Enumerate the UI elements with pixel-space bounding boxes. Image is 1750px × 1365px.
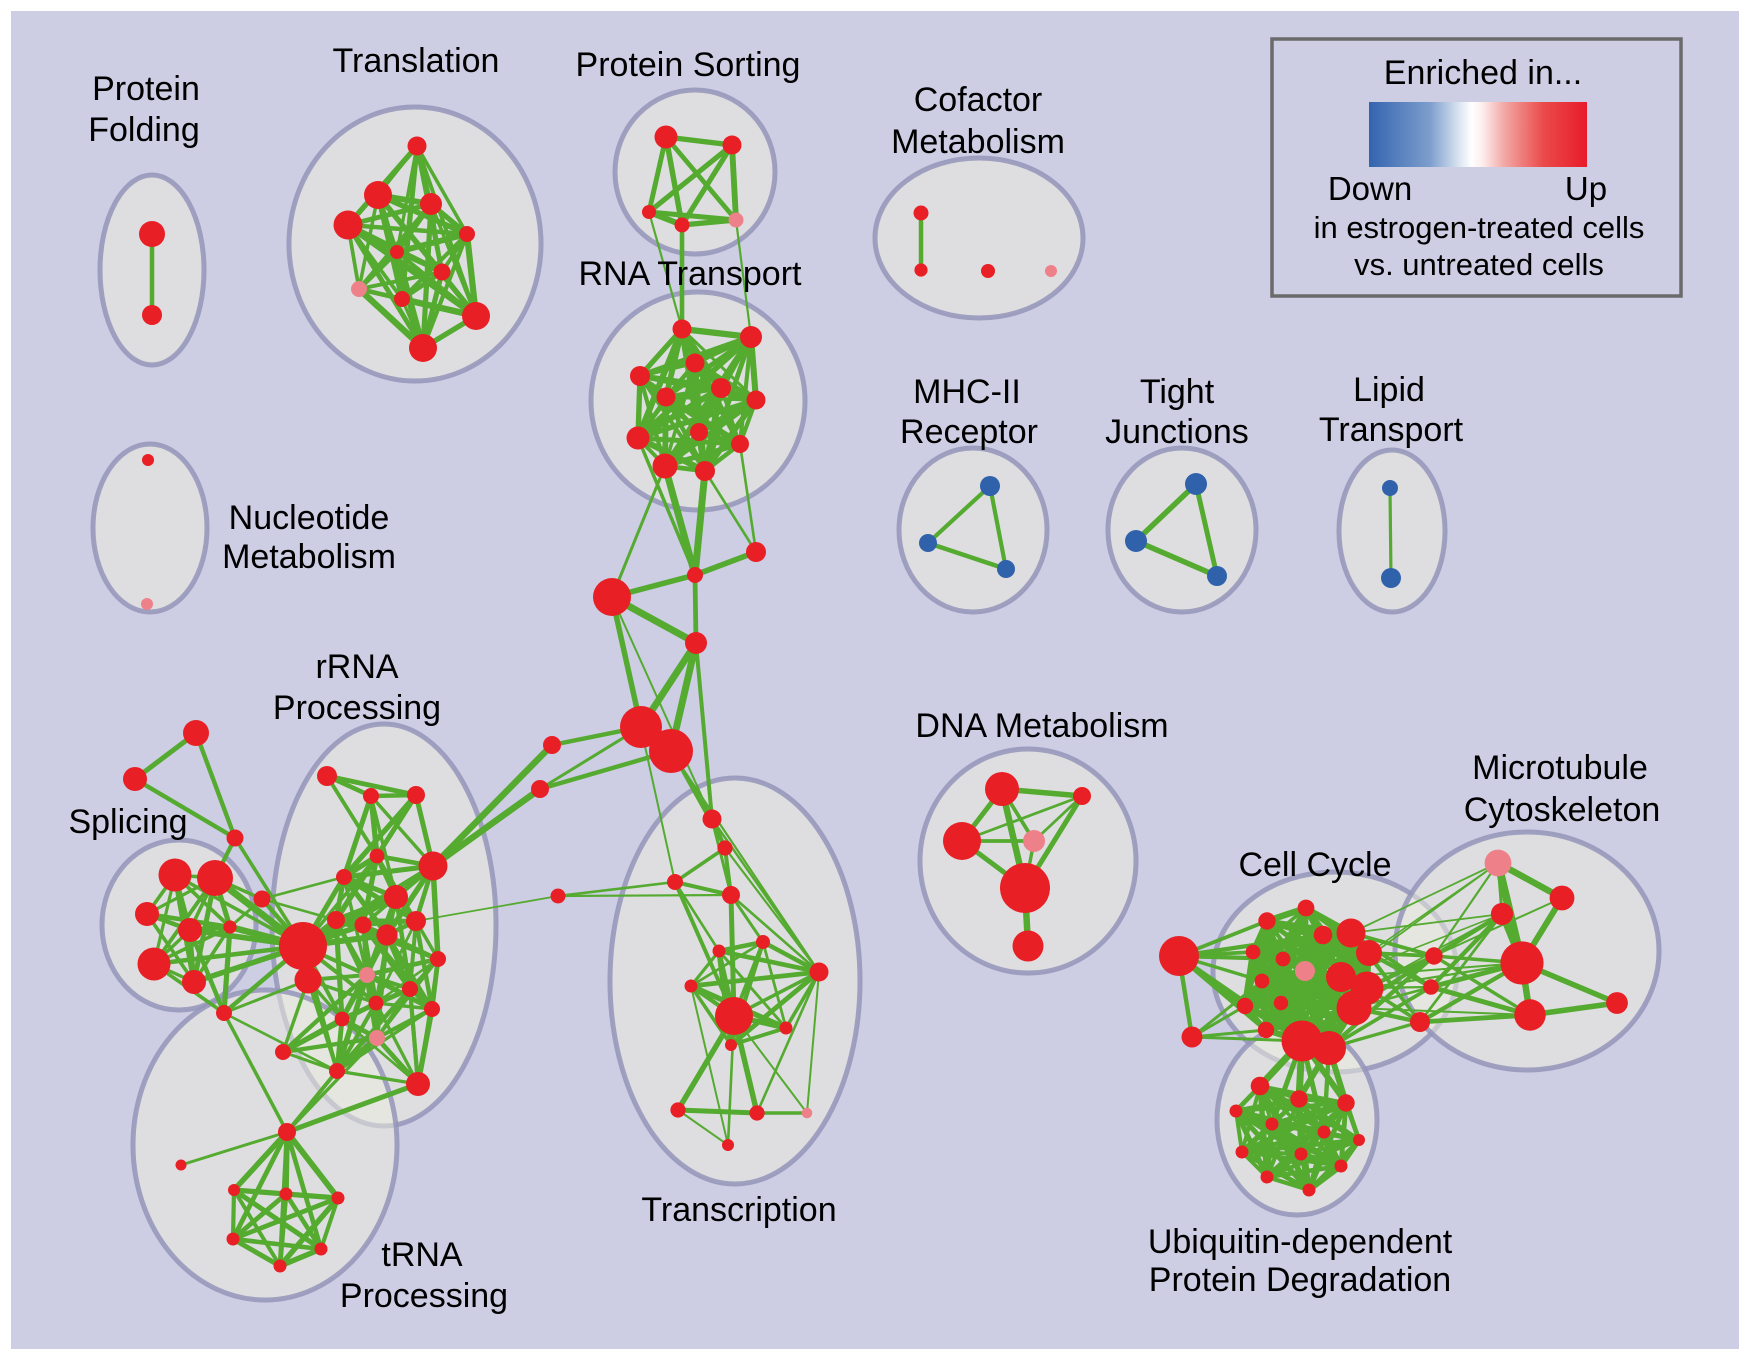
svg-text:Ubiquitin-dependent: Ubiquitin-dependent [1148, 1223, 1453, 1261]
svg-text:Junctions: Junctions [1105, 413, 1249, 451]
svg-text:Protein Sorting: Protein Sorting [576, 46, 801, 84]
svg-text:Cofactor: Cofactor [914, 81, 1043, 119]
svg-text:vs. untreated cells: vs. untreated cells [1354, 247, 1604, 282]
svg-text:Receptor: Receptor [900, 413, 1038, 451]
svg-text:Lipid: Lipid [1353, 371, 1425, 409]
svg-text:Folding: Folding [88, 111, 200, 149]
svg-text:Nucleotide: Nucleotide [229, 499, 390, 537]
svg-text:in estrogen-treated cells: in estrogen-treated cells [1314, 210, 1645, 245]
svg-text:Down: Down [1328, 170, 1412, 207]
svg-text:MHC-II: MHC-II [913, 373, 1021, 411]
svg-text:Metabolism: Metabolism [222, 538, 396, 576]
svg-text:Processing: Processing [340, 1277, 508, 1315]
svg-text:tRNA: tRNA [381, 1236, 463, 1274]
svg-text:Metabolism: Metabolism [891, 123, 1065, 161]
svg-text:RNA Transport: RNA Transport [579, 255, 803, 293]
svg-text:Enriched in...: Enriched in... [1384, 54, 1582, 92]
svg-text:Tight: Tight [1140, 373, 1215, 411]
svg-text:Protein: Protein [92, 70, 200, 108]
svg-text:Splicing: Splicing [68, 803, 187, 841]
svg-text:rRNA: rRNA [315, 648, 398, 686]
svg-text:Cell Cycle: Cell Cycle [1238, 846, 1391, 884]
svg-text:Cytoskeleton: Cytoskeleton [1464, 791, 1661, 829]
svg-text:DNA Metabolism: DNA Metabolism [915, 707, 1168, 745]
svg-text:Up: Up [1565, 170, 1607, 207]
svg-text:Translation: Translation [333, 42, 500, 80]
svg-text:Protein Degradation: Protein Degradation [1149, 1261, 1451, 1299]
svg-text:Transport: Transport [1319, 411, 1464, 449]
svg-text:Processing: Processing [273, 689, 441, 727]
svg-text:Transcription: Transcription [641, 1191, 836, 1229]
svg-text:Microtubule: Microtubule [1472, 749, 1648, 787]
